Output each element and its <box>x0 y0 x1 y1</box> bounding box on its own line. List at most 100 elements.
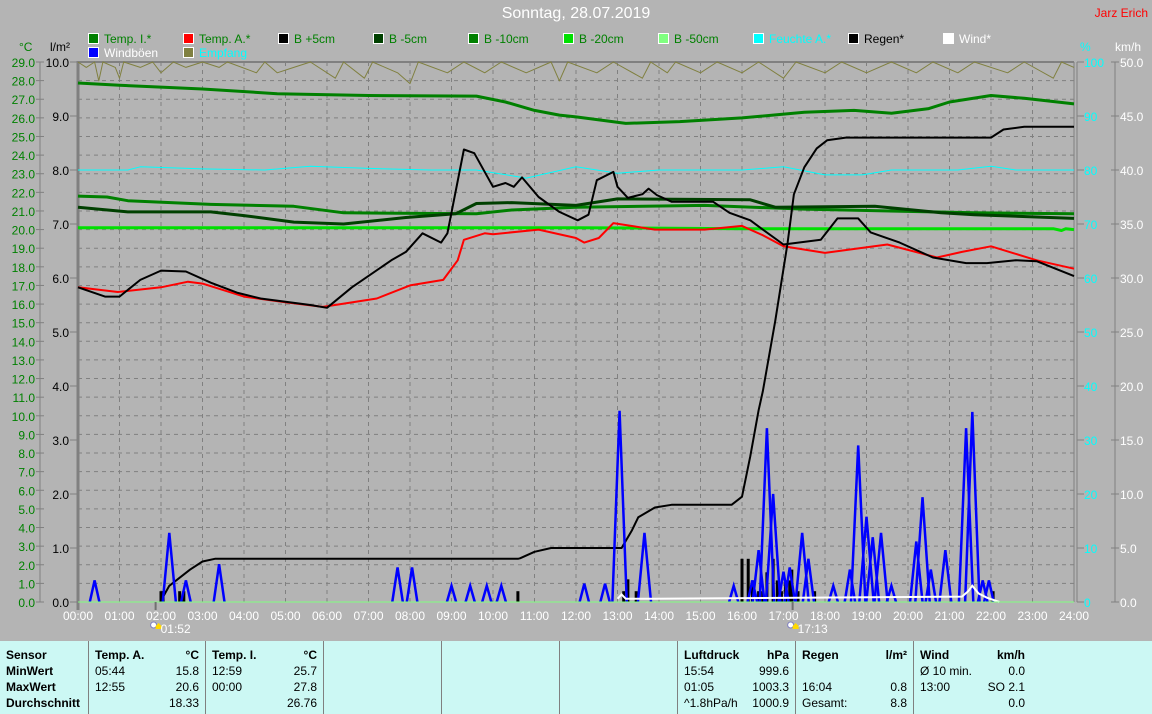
x-tick-label: 16:00 <box>727 609 757 623</box>
stats-cell-label: Wind <box>920 648 950 662</box>
rain-tick-label: 8.0 <box>52 164 69 178</box>
stats-cell-value: 20.6 <box>175 680 199 694</box>
humidity-tick-label: 40 <box>1084 380 1098 394</box>
stats-row: 13:00 SO 2.1 <box>914 680 1031 696</box>
temp-tick-label: 5.0 <box>18 503 35 517</box>
weather-chart: 0.0 1.0 2.0 3.0 4.0 5.0 6.0 7.0 8.0 9.0 10.0 11.0 12… <box>12 56 1144 636</box>
stats-cell-label: 12:55 <box>95 680 126 694</box>
gust-spike <box>727 581 740 603</box>
temp-tick-label: 27.0 <box>12 93 36 107</box>
humidity-axis-unit: % <box>1080 40 1091 54</box>
stats-cell-value: 27.8 <box>293 680 317 694</box>
rain-tick-label: 7.0 <box>52 218 69 232</box>
stats-row: Regen l/m² <box>796 648 913 664</box>
series-empfang <box>77 61 1075 85</box>
rain-bar <box>779 591 783 602</box>
stats-row: 15:54 999.6 <box>678 664 795 680</box>
legend-item: Windböen <box>88 46 158 60</box>
chart-title: Sonntag, 28.07.2019 <box>501 5 651 22</box>
temp-tick-label: 14.0 <box>12 335 36 349</box>
legend-swatch <box>658 33 669 44</box>
temp-tick-label: 21.0 <box>12 205 36 219</box>
x-tick-label: 05:00 <box>270 609 300 623</box>
stats-column: Luftdruck hPa 15:54 999.6 01:05 1003.3 ^1.8hPa… <box>677 641 795 714</box>
legend-label: Empfang <box>199 46 248 60</box>
stats-cell-value: °C <box>185 648 199 662</box>
stats-cell-label: 13:00 <box>920 680 951 694</box>
gust-spike <box>858 516 875 603</box>
humidity-tick-label: 70 <box>1084 218 1098 232</box>
legend-item: B +5cm <box>278 32 335 46</box>
gust-spike <box>88 580 101 603</box>
rain-bar <box>182 591 186 602</box>
temp-tick-label: 16.0 <box>12 298 36 312</box>
stats-column: Sensor MinWert MaxWert Durchschnitt <box>0 641 88 714</box>
stats-row: Ø 10 min. 0.0 <box>914 664 1031 680</box>
wind-tick-label: 0.0 <box>1120 596 1137 610</box>
stats-column <box>323 641 441 714</box>
rain-tick-label: 6.0 <box>52 272 69 286</box>
gust-spike <box>908 541 924 603</box>
humidity-tick-label: 100 <box>1084 56 1104 70</box>
legend-item: Wind* <box>943 32 991 46</box>
gust-spike <box>599 583 611 603</box>
sunrise-icon <box>150 621 162 629</box>
temp-tick-label: 26.0 <box>12 112 36 126</box>
wind-tick-label: 45.0 <box>1120 110 1144 124</box>
gust-spike <box>783 567 797 603</box>
stats-row: 00:00 27.8 <box>206 680 323 696</box>
legend-item: Feuchte A.* <box>753 32 831 46</box>
stats-cell-label: 00:00 <box>212 680 243 694</box>
stats-row: Sensor <box>0 648 88 664</box>
stats-cell-value: 25.7 <box>293 664 317 678</box>
gust-spike <box>391 567 405 603</box>
temp-tick-label: 17.0 <box>12 279 36 293</box>
temp-tick-label: 12.0 <box>12 373 36 387</box>
gust-spike <box>746 580 759 603</box>
stats-row: 26.76 <box>206 696 323 712</box>
stats-row: 05:44 15.8 <box>89 664 205 680</box>
wind-tick-label: 5.0 <box>1120 542 1137 556</box>
series-b-5cm <box>77 197 1075 226</box>
temp-tick-label: 18.0 <box>12 261 36 275</box>
legend-swatch <box>88 33 99 44</box>
legend-swatch <box>468 33 479 44</box>
legend-swatch <box>278 33 289 44</box>
temp-tick-label: 6.0 <box>18 484 35 498</box>
rain-bar <box>626 579 630 602</box>
stats-cell-value: 15.8 <box>175 664 199 678</box>
rain-bar <box>775 580 779 602</box>
stats-row: MinWert <box>0 664 88 680</box>
stats-cell-value: km/h <box>996 648 1025 662</box>
legend-item: Empfang <box>183 46 247 60</box>
temp-tick-label: 29.0 <box>12 56 36 70</box>
humidity-tick-label: 30 <box>1084 434 1098 448</box>
temp-tick-label: 13.0 <box>12 354 36 368</box>
temp-tick-label: 7.0 <box>18 466 35 480</box>
stats-row: Temp. I. °C <box>206 648 323 664</box>
gust-spike <box>480 581 493 603</box>
gust-spike <box>161 532 178 603</box>
legend-label: Temp. I.* <box>104 32 152 46</box>
temp-tick-label: 28.0 <box>12 75 36 89</box>
wind-axis-unit: km/h <box>1115 40 1142 54</box>
stats-row: 16:04 0.8 <box>796 680 913 696</box>
legend-label: B -20cm <box>579 32 624 46</box>
wind-tick-label: 15.0 <box>1120 434 1144 448</box>
x-tick-label: 14:00 <box>644 609 674 623</box>
temp-tick-label: 19.0 <box>12 242 36 256</box>
stats-cell-value: 8.8 <box>890 696 907 710</box>
stats-column: Temp. A. °C 05:44 15.8 12:55 20.6 18.33 <box>88 641 205 714</box>
stats-row: 0.0 <box>914 696 1031 712</box>
legend-swatch <box>183 47 194 58</box>
x-tick-label: 23:00 <box>1017 609 1047 623</box>
stats-row: ^1.8hPa/h 1000.9 <box>678 696 795 712</box>
series-b-5cm <box>77 148 1075 309</box>
x-tick-label: 03:00 <box>187 609 217 623</box>
humidity-tick-label: 50 <box>1084 326 1098 340</box>
gust-spike <box>849 445 867 603</box>
gust-spike <box>827 581 840 603</box>
legend-item: B -5cm <box>373 32 427 46</box>
rain-tick-label: 4.0 <box>52 380 69 394</box>
rain-tick-label: 2.0 <box>52 488 69 502</box>
